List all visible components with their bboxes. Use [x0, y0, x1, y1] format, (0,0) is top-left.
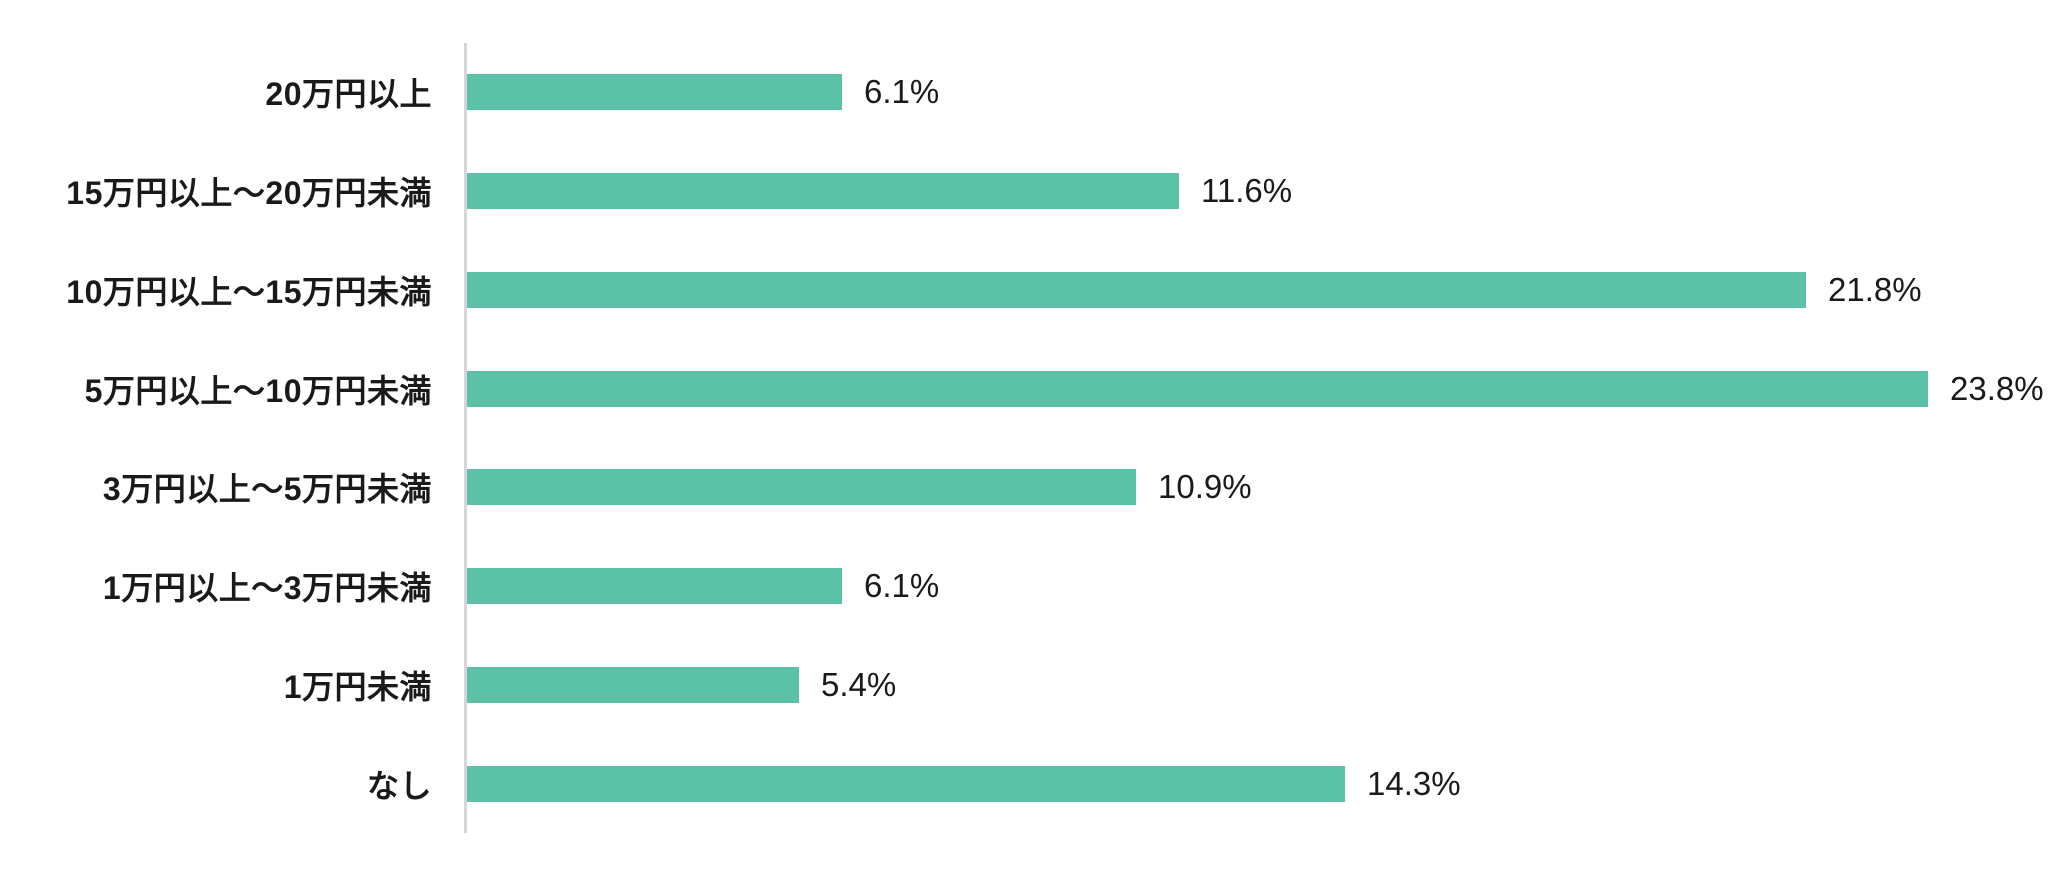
- value-label: 5.4%: [821, 665, 897, 703]
- value-label: 21.8%: [1828, 270, 1922, 308]
- bar: [467, 271, 1806, 308]
- value-label: 23.8%: [1950, 369, 2044, 407]
- chart-row: 3万円以上〜5万円未満 10.9%: [0, 438, 2048, 537]
- category-label: 5万円以上〜10万円未満: [84, 372, 432, 409]
- bar: [467, 469, 1136, 506]
- plot-area: 21.8%: [467, 271, 2048, 309]
- chart-row: 15万円以上〜20万円未満 11.6%: [0, 142, 2048, 241]
- bar: [467, 765, 1345, 802]
- category-label: 1万円以上〜3万円未満: [102, 570, 432, 607]
- plot-area: 6.1%: [467, 567, 2048, 605]
- category-label: 1万円未満: [283, 668, 432, 705]
- category-label: なし: [366, 767, 432, 804]
- bar: [467, 74, 842, 111]
- chart-row: 1万円未満 5.4%: [0, 636, 2048, 735]
- value-label: 11.6%: [1201, 172, 1293, 210]
- category-label: 3万円以上〜5万円未満: [102, 471, 432, 508]
- bar: [467, 568, 842, 605]
- chart-row: 20万円以上 6.1%: [0, 43, 2048, 142]
- value-label: 6.1%: [864, 567, 940, 605]
- chart-row: 1万円以上〜3万円未満 6.1%: [0, 537, 2048, 636]
- plot-area: 5.4%: [467, 666, 2048, 704]
- bar-chart: 20万円以上 6.1% 15万円以上〜20万円未満 11.6% 10万円以上〜1…: [0, 43, 2048, 833]
- plot-area: 23.8%: [467, 370, 2048, 408]
- category-label: 20万円以上: [265, 76, 432, 113]
- category-label: 15万円以上〜20万円未満: [66, 175, 432, 212]
- plot-area: 11.6%: [467, 172, 2048, 210]
- plot-area: 14.3%: [467, 765, 2048, 803]
- y-axis-line: [464, 43, 467, 833]
- category-label: 10万円以上〜15万円未満: [66, 273, 432, 310]
- value-label: 14.3%: [1367, 764, 1461, 802]
- chart-row: 10万円以上〜15万円未満 21.8%: [0, 241, 2048, 340]
- chart-row: なし 14.3%: [0, 734, 2048, 833]
- value-label: 6.1%: [864, 73, 940, 111]
- bar: [467, 666, 799, 703]
- plot-area: 6.1%: [467, 73, 2048, 111]
- value-label: 10.9%: [1158, 468, 1252, 506]
- bar: [467, 173, 1179, 210]
- plot-area: 10.9%: [467, 468, 2048, 506]
- bar: [467, 370, 1928, 407]
- chart-row: 5万円以上〜10万円未満 23.8%: [0, 339, 2048, 438]
